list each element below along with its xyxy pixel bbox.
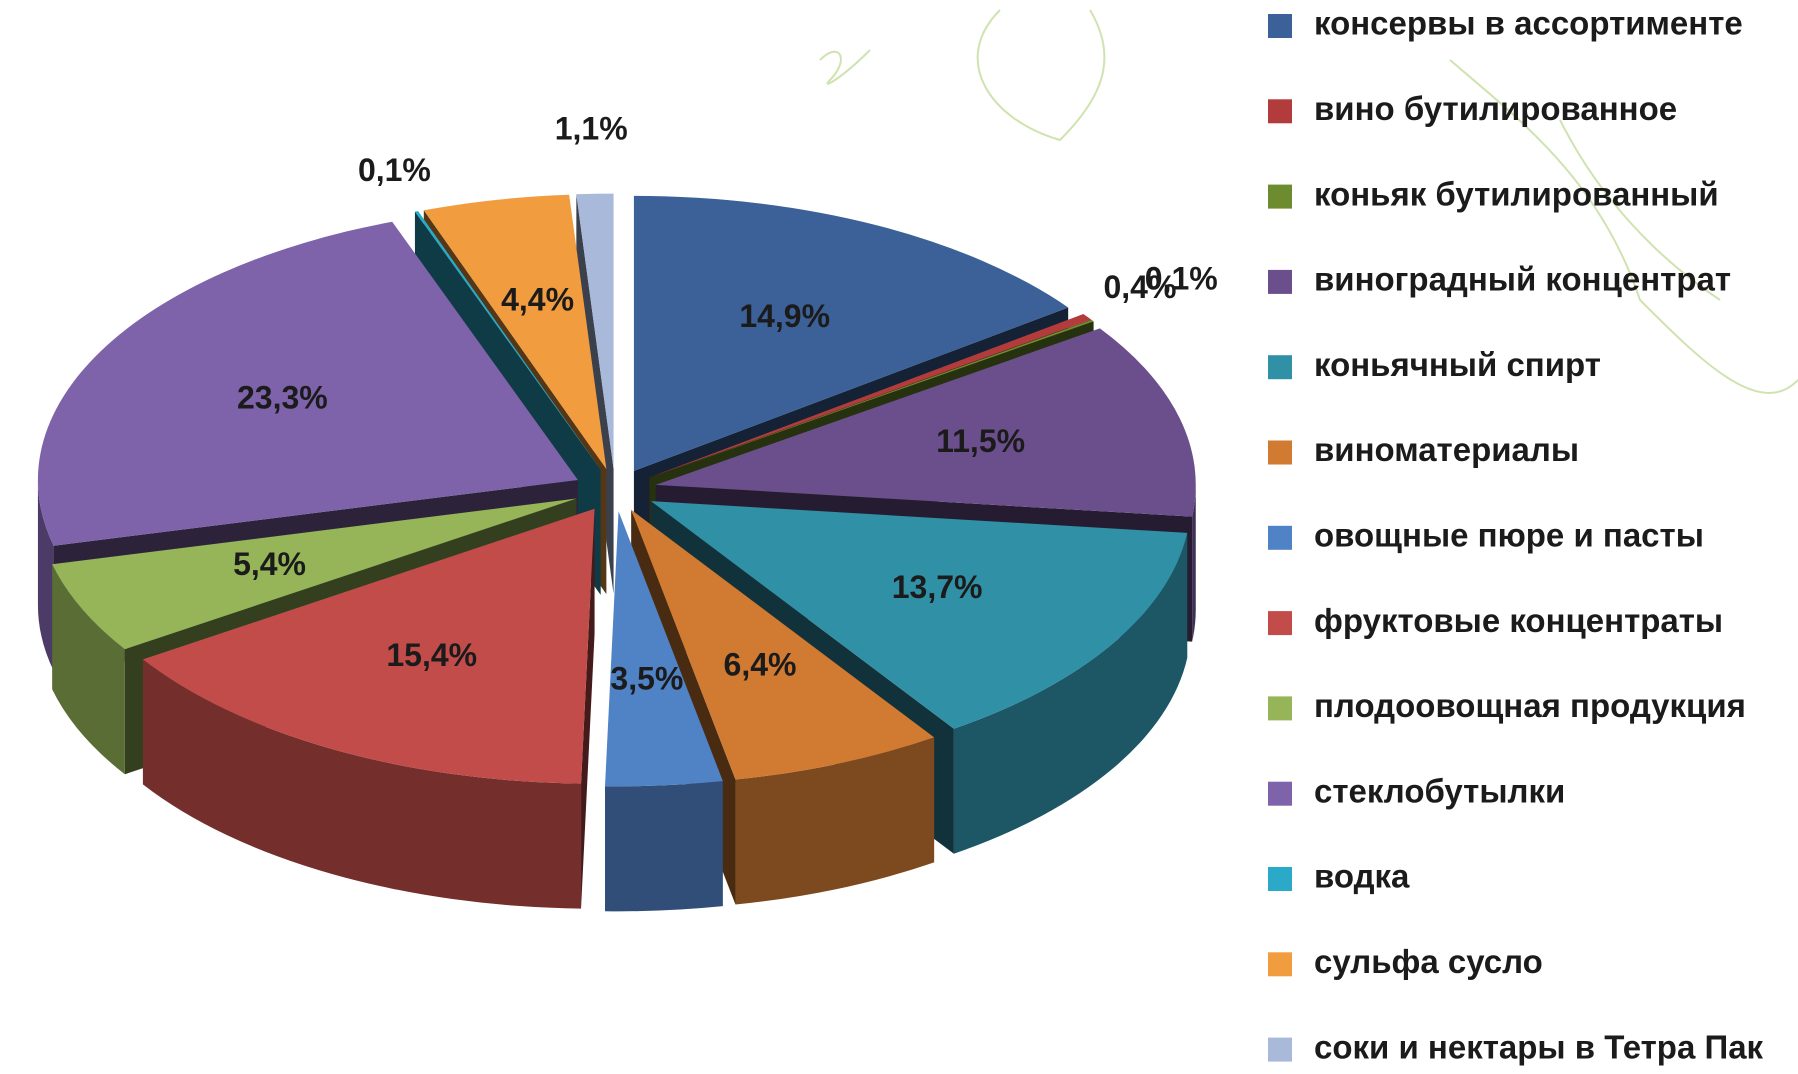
legend-label: сульфа сусло	[1314, 943, 1543, 980]
legend-swatch	[1268, 441, 1292, 465]
value-label: 0,1%	[1145, 261, 1218, 297]
legend: консервы в ассортименте вино бутилированн…	[1268, 5, 1764, 1066]
value-label: 23,3%	[237, 379, 328, 415]
value-label: 3,5%	[610, 661, 683, 697]
legend-swatch	[1268, 99, 1292, 123]
value-label: 15,4%	[386, 637, 477, 673]
legend-label: фруктовые концентраты	[1314, 602, 1723, 639]
legend-label: консервы в ассортименте	[1314, 5, 1743, 42]
value-label: 0,1%	[358, 152, 431, 188]
legend-label: виноматериалы	[1314, 431, 1579, 468]
legend-label: стеклобутылки	[1314, 772, 1565, 809]
legend-swatch	[1268, 611, 1292, 635]
value-label: 4,4%	[501, 282, 574, 318]
legend-label: плодоовощная продукция	[1314, 687, 1746, 724]
legend-label: коньячный спирт	[1314, 346, 1601, 383]
pie: 14,9%0,4%0,1%11,5%13,7%6,4%3,5%15,4%5,4%…	[38, 110, 1218, 911]
legend-swatch	[1268, 526, 1292, 550]
legend-label: водка	[1314, 858, 1410, 895]
legend-swatch	[1268, 1038, 1292, 1062]
chart: 14,9%0,4%0,1%11,5%13,7%6,4%3,5%15,4%5,4%…	[0, 0, 1798, 1069]
legend-swatch	[1268, 952, 1292, 976]
legend-swatch	[1268, 355, 1292, 379]
legend-swatch	[1268, 867, 1292, 891]
slice-edge	[605, 781, 723, 911]
value-label: 5,4%	[233, 546, 306, 582]
legend-label: коньяк бутилированный	[1314, 175, 1719, 212]
legend-swatch	[1268, 14, 1292, 38]
legend-label: вино бутилированное	[1314, 90, 1677, 127]
legend-label: виноградный концентрат	[1314, 261, 1731, 298]
value-label: 13,7%	[892, 569, 983, 605]
value-label: 1,1%	[555, 110, 628, 146]
value-label: 11,5%	[936, 423, 1025, 459]
legend-swatch	[1268, 696, 1292, 720]
value-label: 14,9%	[739, 298, 830, 334]
legend-label: соки и нектары в Тетра Пак	[1314, 1028, 1764, 1065]
legend-label: овощные пюре и пасты	[1314, 517, 1704, 554]
legend-swatch	[1268, 782, 1292, 806]
legend-swatch	[1268, 270, 1292, 294]
legend-swatch	[1268, 185, 1292, 209]
value-label: 6,4%	[724, 647, 797, 683]
